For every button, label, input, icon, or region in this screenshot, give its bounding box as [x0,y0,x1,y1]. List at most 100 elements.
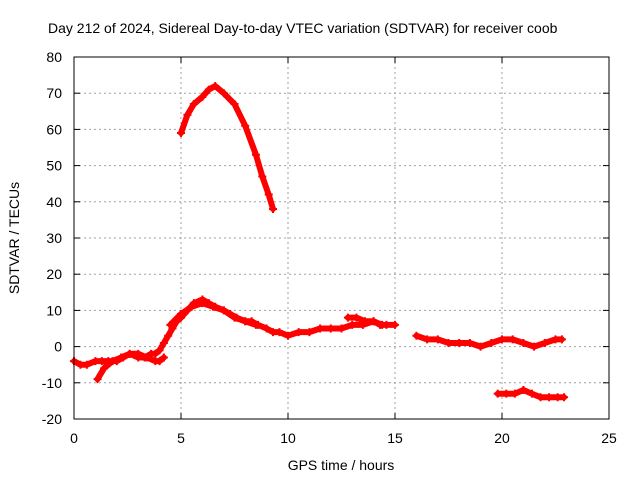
data-point [241,317,250,326]
data-point [151,349,160,358]
data-point [209,302,218,311]
data-point [159,338,168,347]
data-point [540,338,549,347]
data-point [508,335,517,344]
data-point [369,317,378,326]
data-point [117,353,126,362]
data-point [519,386,528,395]
data-point [219,89,228,98]
y-tick-label: 30 [46,230,62,246]
x-tick-label: 5 [177,430,185,446]
data-point [164,331,173,340]
grid [74,57,609,419]
y-tick-label: 0 [54,339,62,355]
data-point [530,342,539,351]
data-point [423,335,432,344]
series-arc-morning-b [166,299,260,329]
data-point [284,331,292,340]
data-point [352,313,361,322]
data-point [108,357,117,366]
data-point [211,81,220,90]
data-point [326,324,335,333]
series-arc-peak [177,81,278,214]
data-point [125,349,134,358]
data-point [269,205,278,214]
data-point [545,393,554,402]
data-point [560,393,569,402]
data-point [230,313,239,322]
series-arc-low-early [93,349,168,384]
data-point [241,121,250,130]
data-point [502,389,511,398]
data-point [519,338,528,347]
data-point [219,306,228,315]
data-point [264,190,273,199]
data-point [142,353,151,362]
data-point [412,331,421,340]
data-point [198,299,207,308]
data-point [487,338,496,347]
data-point [82,360,91,369]
data-point [251,320,260,329]
x-tick-label: 25 [601,430,617,446]
data-point [166,320,175,329]
x-tick-label: 20 [494,430,510,446]
series-arc-negative-late [493,386,569,402]
data-point [433,335,442,344]
data-point [177,310,185,319]
data-point [93,375,102,384]
data-point [316,324,325,333]
data-point [498,335,506,344]
y-tick-label: 80 [46,49,62,65]
data-point [378,320,387,329]
data-point [536,393,545,402]
y-axis-label: SDTVAR / TECUs [6,182,22,294]
y-tick-label: 40 [46,194,62,210]
x-tick-label: 0 [70,430,78,446]
data-point [189,100,198,109]
data-point [493,389,502,398]
x-tick-label: 15 [387,430,403,446]
axes: 0 5 10 15 20 25 -20 -10 0 10 20 30 40 50 60 70 80 [42,49,617,446]
data-point [348,320,357,329]
data-point [391,320,399,329]
data-point [155,346,164,355]
data-point [258,172,267,181]
data-point [204,85,213,94]
data-point [294,328,303,337]
data-point [183,110,192,119]
data-point [251,150,260,159]
data-layer [70,81,569,402]
data-point [476,342,485,351]
data-point [159,353,168,362]
y-tick-label: 20 [46,266,62,282]
x-axis-label: GPS time / hours [288,457,395,473]
data-point [275,328,284,337]
data-point [455,338,464,347]
data-point [444,338,453,347]
y-tick-label: 70 [46,85,62,101]
y-tick-label: -10 [42,375,62,391]
data-point [99,364,108,373]
data-point [557,335,566,344]
data-point [230,100,239,109]
data-point [337,324,346,333]
data-point [134,349,143,358]
y-tick-label: -20 [42,411,62,427]
data-point [527,389,536,398]
data-point [155,357,164,366]
data-point [465,338,474,347]
data-point [361,317,370,326]
data-point [262,324,271,333]
series-arc-evening [412,331,566,351]
y-tick-label: 50 [46,158,62,174]
data-point [187,302,196,311]
chart-title: Day 212 of 2024, Sidereal Day-to-day VTE… [48,20,558,36]
series-arc-afternoon [343,313,387,329]
data-point [198,92,207,101]
data-point [510,389,519,398]
y-tick-label: 10 [46,302,62,318]
x-tick-label: 10 [280,430,296,446]
data-point [343,313,352,322]
